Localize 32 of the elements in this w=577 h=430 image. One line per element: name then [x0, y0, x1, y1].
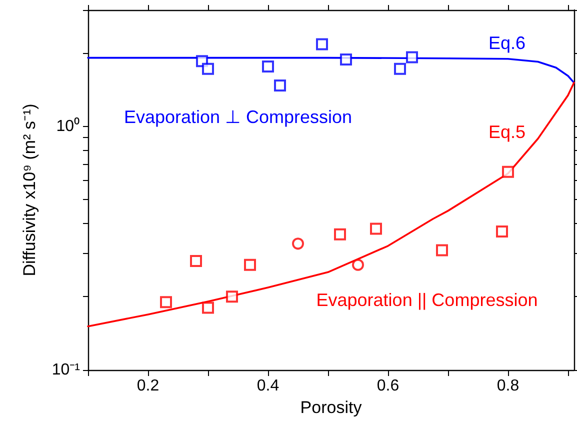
- point: [394, 62, 406, 75]
- y-axis-title: Diffusivity x10⁹ (m² s⁻¹): [20, 104, 39, 276]
- x-tick-label: 0.8: [496, 378, 520, 394]
- point: [496, 226, 508, 238]
- annotation: Eq.5: [488, 122, 526, 142]
- x-tick-label: 0.6: [376, 378, 400, 394]
- point: [502, 166, 514, 178]
- x-axis-title: Porosity: [300, 398, 362, 417]
- point: [226, 290, 238, 303]
- point: [190, 255, 202, 268]
- point: [244, 258, 256, 271]
- annotation: Eq.6: [488, 33, 526, 53]
- point: [352, 258, 364, 271]
- point: [406, 51, 418, 64]
- x-tick-label: 0.4: [256, 378, 280, 394]
- annotation: Evaporation ⊥ Compression: [124, 107, 352, 127]
- point: [340, 53, 352, 66]
- point: [202, 62, 214, 75]
- point: [436, 244, 448, 256]
- point: [202, 302, 214, 314]
- y-tick-label: 10⁰: [56, 116, 80, 135]
- point: [262, 60, 274, 72]
- point: [370, 222, 382, 235]
- point: [316, 38, 328, 50]
- point: [160, 296, 172, 308]
- point: [292, 238, 304, 250]
- annotation: Evaporation || Compression: [316, 290, 538, 310]
- x-tick-label: 0.2: [136, 378, 160, 394]
- line-series: [87, 82, 575, 328]
- y-tick-label: 10⁻¹: [52, 362, 80, 378]
- point: [334, 228, 346, 240]
- point: [274, 80, 286, 92]
